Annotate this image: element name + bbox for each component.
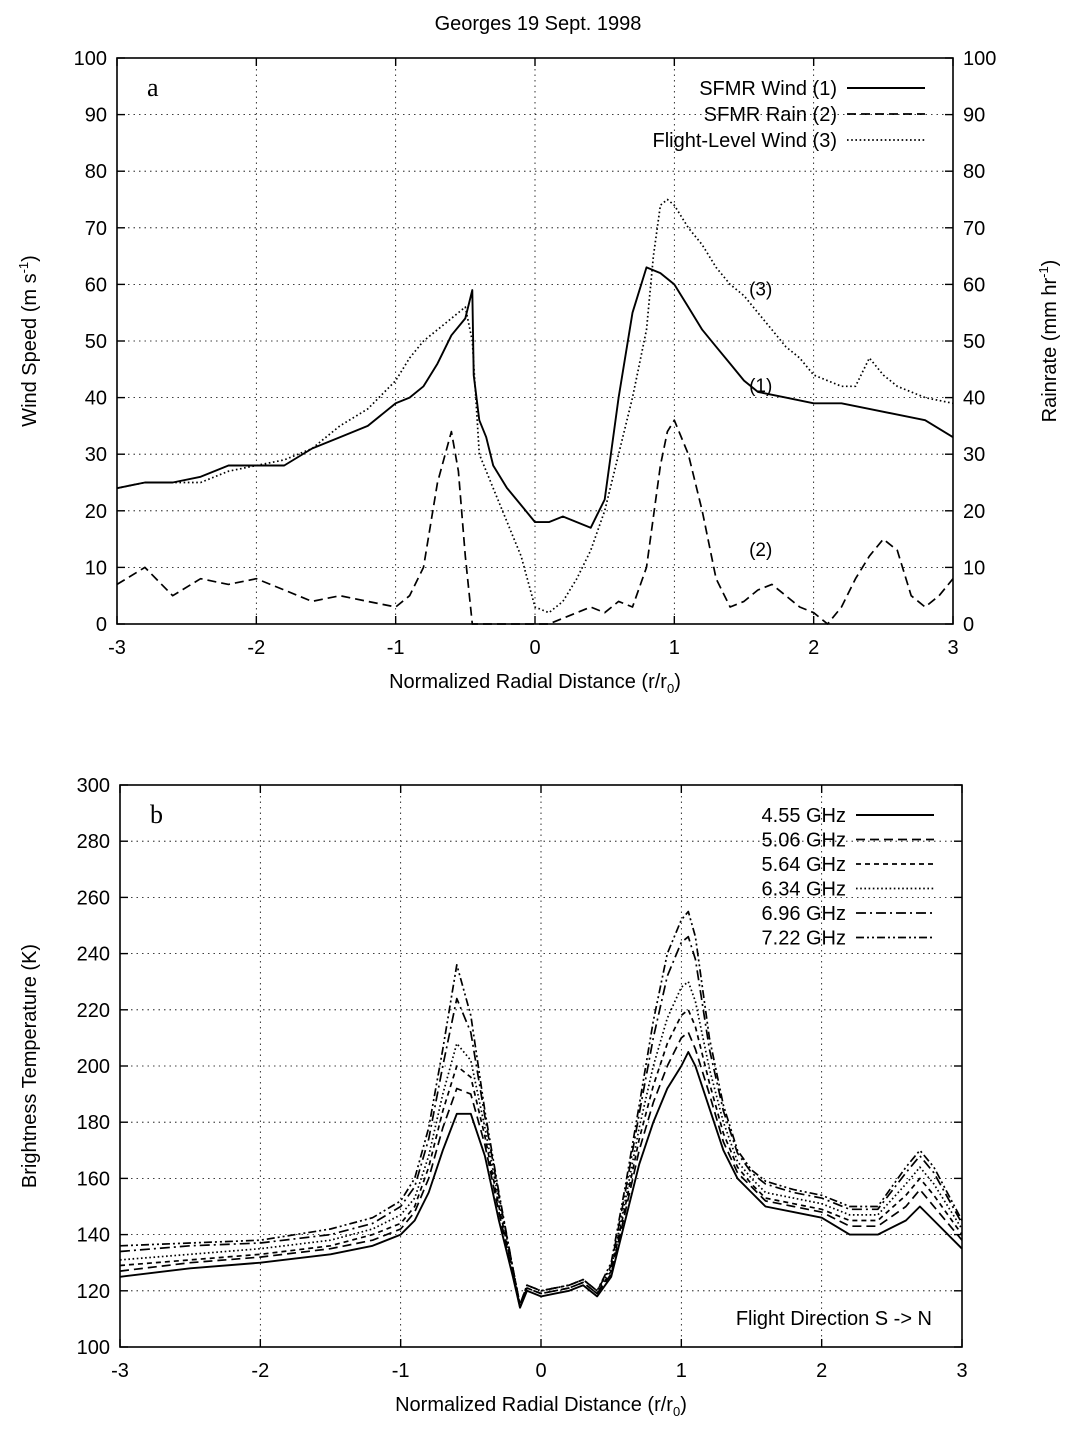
panel-b-series-6	[119, 910, 963, 1306]
panel-a-ytick-label: 100	[74, 48, 107, 70]
panel-a-y2label-script: -1	[1036, 266, 1051, 278]
panel-b-xlabel-script: 0	[673, 1404, 680, 1419]
panel-b-ytick-label: 200	[77, 1056, 110, 1078]
panel-b-ytick-label: 120	[77, 1281, 110, 1303]
panel-a-xtick-label: 2	[808, 637, 819, 659]
panel-a-wind-rain-chart: (1)(2)(3)-3 -2 -1 0 1 2 3010203040506070809010…	[16, 48, 1061, 696]
panel-a-ylabel: Wind Speed (m s-1)	[16, 255, 41, 427]
panel-a-y2label: Rainrate (mm hr-1)	[1036, 260, 1061, 423]
panel-b-ytick-label: 160	[77, 1168, 110, 1190]
panel-a-y2tick-label: 100	[963, 48, 996, 70]
panel-a-ylabel-script: -1	[16, 262, 31, 274]
panel-b-annotation: Flight Direction S -> N	[736, 1308, 932, 1330]
panel-a-series-3	[116, 198, 954, 614]
panel-b-xlabel: Normalized Radial Distance (r/r0)	[395, 1394, 687, 1419]
panel-b-legend-entry-1: 4.55 GHz	[762, 805, 846, 827]
panel-a-ytick-label: 60	[85, 274, 107, 296]
panel-a-xtick-label: 0	[529, 637, 540, 659]
panel-a-xlabel-main: Normalized Radial Distance (r/r	[389, 671, 667, 693]
panel-a-ytick-label: 10	[85, 557, 107, 579]
panel-b-xtick-label: -1	[392, 1360, 410, 1382]
panel-a-ylabel-main: Wind Speed (m s	[19, 273, 41, 426]
panel-b-legend-entry-3: 5.64 GHz	[762, 854, 846, 876]
panel-a-xlabel: Normalized Radial Distance (r/r0)	[389, 671, 681, 696]
panel-b-legend-entry-6: 7.22 GHz	[762, 928, 846, 950]
panel-b-series-4	[119, 980, 963, 1306]
panel-b-ytick-label: 240	[77, 944, 110, 966]
panel-a-letter: a	[147, 73, 159, 102]
panel-a-y2tick-label: 10	[963, 557, 985, 579]
panel-b-series-1	[119, 1051, 963, 1309]
panel-b-legend-entry-2: 5.06 GHz	[762, 830, 846, 852]
panel-b-brightness-chart: -3 -2 -1 0 1 2 3 100 120 140 160 180 200 220 240 260 280…	[19, 775, 968, 1419]
panel-a-xtick-label: -2	[247, 637, 265, 659]
panel-b-ytick-label: 180	[77, 1112, 110, 1134]
panel-a-ytick-label: 30	[85, 444, 107, 466]
panel-a-y2tick-label: 90	[963, 105, 985, 127]
panel-a-xtick-label: -3	[108, 637, 126, 659]
figure-title: Georges 19 Sept. 1998	[435, 13, 642, 35]
panel-a-xlabel-end: )	[674, 671, 681, 693]
panel-b-ytick-label: 280	[77, 831, 110, 853]
panel-a-ytick-label: 90	[85, 105, 107, 127]
panel-b-xtick-label: -3	[111, 1360, 129, 1382]
panel-a-y2label-main: Rainrate (mm hr	[1039, 278, 1061, 423]
panel-a-y2tick-label: 50	[963, 331, 985, 353]
panel-a-series-1	[116, 266, 954, 529]
panel-a-y2label-end: )	[1039, 260, 1061, 267]
panel-b-xtick-label: 2	[816, 1360, 827, 1382]
panel-b-xtick-label: 1	[676, 1360, 687, 1382]
panel-b-ylabel: Brightness Temperature (K)	[19, 944, 41, 1188]
panel-a-ylabel-end: )	[19, 255, 41, 262]
panel-a-ytick-label: 70	[85, 218, 107, 240]
panel-a-series-label-1: (1)	[749, 376, 772, 397]
panel-a-ytick-label: 40	[85, 388, 107, 410]
panel-b-series-5	[119, 935, 963, 1306]
panel-b-letter: b	[150, 800, 163, 829]
panel-a-y2tick-label: 20	[963, 501, 985, 523]
panel-a-y2tick-label: 60	[963, 274, 985, 296]
panel-b-ytick-label: 300	[77, 775, 110, 797]
panel-a-y2tick-label: 80	[963, 161, 985, 183]
panel-a-ytick-label: 20	[85, 501, 107, 523]
panel-b-ytick-label: 100	[77, 1337, 110, 1359]
panel-b-legend-entry-5: 6.96 GHz	[762, 903, 846, 925]
panel-b-ytick-label: 260	[77, 887, 110, 909]
panel-a-legend-entry-1: SFMR Wind (1)	[699, 78, 837, 100]
panel-a-ytick-label: 80	[85, 161, 107, 183]
panel-b-ytick-label: 140	[77, 1225, 110, 1247]
panel-a-y2tick-label: 0	[963, 614, 974, 636]
panel-a-y2tick-label: 40	[963, 388, 985, 410]
panel-a-xtick-label: 3	[947, 637, 958, 659]
panel-a-series-label-3: (3)	[749, 280, 772, 301]
panel-b-series-2	[119, 1031, 963, 1309]
panel-a-ytick-label: 50	[85, 331, 107, 353]
panel-a-y2tick-label: 70	[963, 218, 985, 240]
panel-b-legend-entry-4: 6.34 GHz	[762, 879, 846, 901]
panel-a-ytick-label: 0	[96, 614, 107, 636]
panel-a-xtick-label: -1	[387, 637, 405, 659]
panel-a-legend-entry-3: Flight-Level Wind (3)	[652, 130, 837, 152]
panel-b-xtick-label: 0	[535, 1360, 546, 1382]
panel-b-xtick-label: -2	[251, 1360, 269, 1382]
panel-b-ytick-label: 220	[77, 1000, 110, 1022]
panel-a-series-2	[116, 419, 954, 625]
panel-a-xtick-label: 1	[669, 637, 680, 659]
panel-a-legend-entry-2: SFMR Rain (2)	[704, 104, 837, 126]
panel-a-xlabel-script: 0	[667, 681, 674, 696]
panel-a-y2tick-label: 30	[963, 444, 985, 466]
panel-b-xlabel-end: )	[680, 1394, 687, 1416]
panel-b-xlabel-main: Normalized Radial Distance (r/r	[395, 1394, 673, 1416]
panel-b-xtick-label: 3	[956, 1360, 967, 1382]
panel-b-ylabel-main: Brightness Temperature (K)	[19, 944, 41, 1188]
panel-a-series-label-2: (2)	[749, 540, 772, 561]
